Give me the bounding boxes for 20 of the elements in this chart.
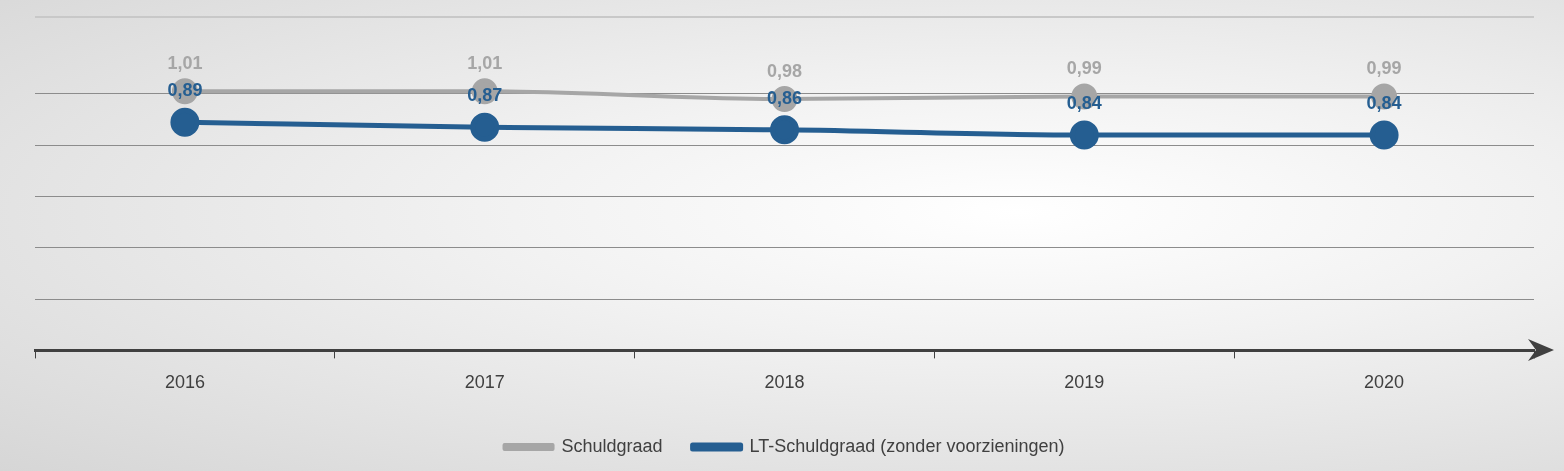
legend-label: LT-Schuldgraad (zonder voorzieningen) — [749, 435, 1065, 456]
data-label: 0,99 — [1066, 58, 1102, 79]
x-tick-label: 2016 — [164, 372, 205, 393]
legend-label: Schuldgraad — [561, 435, 663, 456]
point — [170, 107, 200, 137]
data-label: 1,01 — [167, 53, 203, 74]
data-label: 0,89 — [167, 80, 203, 101]
data-label: 0,98 — [766, 61, 803, 82]
data-label: 0,86 — [766, 87, 803, 108]
data-label: 0,87 — [467, 85, 503, 106]
x-tick-label: 2020 — [1364, 372, 1405, 393]
x-tick-label: 2017 — [464, 372, 505, 393]
x-tick-label: 2019 — [1064, 372, 1105, 393]
point — [1069, 120, 1099, 150]
x-tick-label: 2018 — [764, 372, 805, 393]
point — [470, 112, 500, 142]
data-label: 0,99 — [1366, 58, 1402, 79]
data-label: 1,01 — [467, 53, 503, 74]
point — [770, 115, 799, 145]
point — [1369, 120, 1399, 150]
